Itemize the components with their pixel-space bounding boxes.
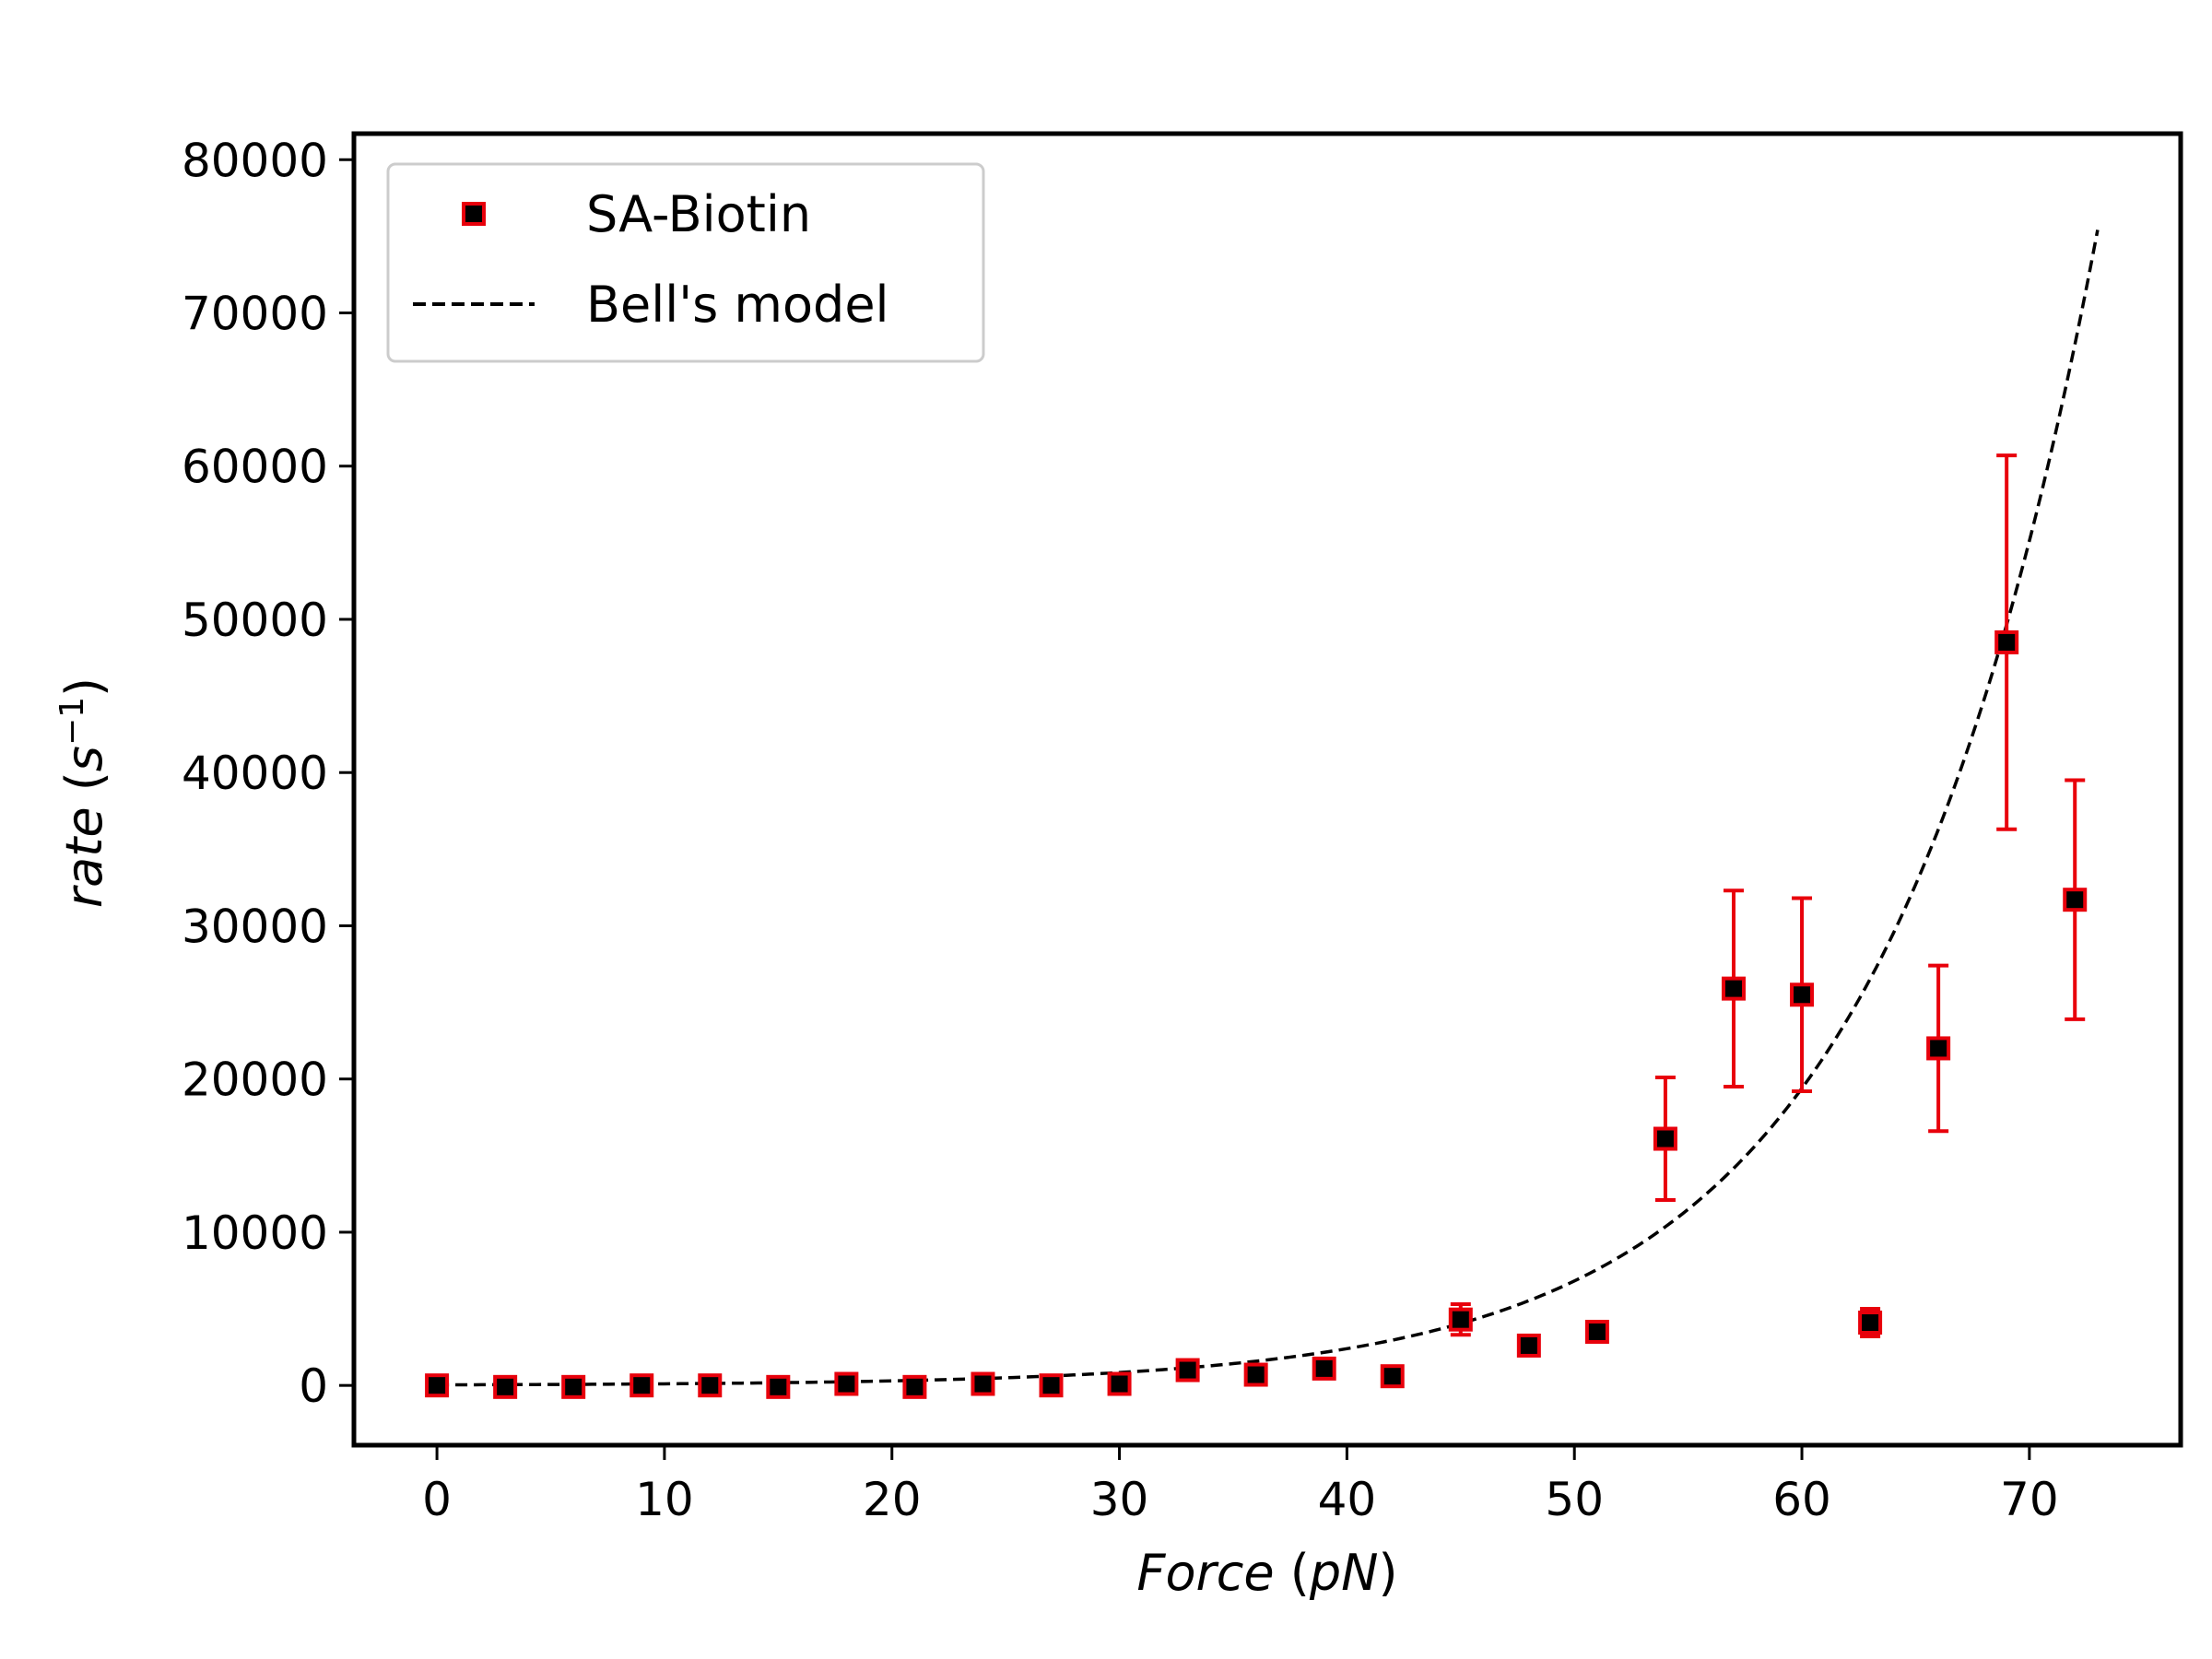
x-tick-label: 0	[422, 1473, 452, 1526]
y-tick-label: 50000	[182, 594, 328, 647]
y-tick-label: 80000	[182, 134, 328, 187]
data-marker	[493, 1374, 518, 1399]
data-point	[766, 1374, 791, 1399]
data-point	[561, 1374, 586, 1399]
data-point	[2063, 778, 2088, 1021]
y-tick-label: 60000	[182, 441, 328, 494]
data-marker	[425, 1373, 450, 1398]
y-axis-title: rate (s−1)	[53, 677, 113, 908]
y-tick-label: 10000	[182, 1206, 328, 1260]
x-tick-label: 20	[863, 1473, 922, 1526]
data-point	[425, 1373, 450, 1398]
data-marker	[902, 1374, 927, 1399]
legend-label-bells-model: Bell's model	[586, 276, 889, 334]
legend-label-sa-biotin: SA-Biotin	[586, 185, 811, 243]
data-point	[1994, 453, 2019, 831]
data-marker	[1858, 1311, 1883, 1335]
data-marker	[1448, 1307, 1473, 1332]
data-point	[1243, 1362, 1268, 1387]
data-point	[1448, 1302, 1473, 1337]
y-tick-label: 20000	[182, 1053, 328, 1107]
data-point	[1039, 1373, 1064, 1398]
data-marker	[1312, 1356, 1336, 1381]
data-point	[1721, 888, 1746, 1089]
data-marker	[1175, 1358, 1200, 1382]
y-axis: 0 10000 20000 30000 40000 50000 60000 70000 8000…	[182, 134, 354, 1413]
y-tick-label: 30000	[182, 900, 328, 953]
x-tick-label: 50	[1545, 1473, 1604, 1526]
data-marker	[766, 1374, 791, 1399]
data-point	[902, 1374, 927, 1399]
data-marker	[1516, 1333, 1541, 1358]
data-marker	[1584, 1319, 1609, 1344]
data-point	[1380, 1364, 1405, 1389]
data-marker	[1790, 982, 1815, 1007]
plot-frame	[351, 131, 2183, 1448]
y-tick-label: 0	[299, 1359, 328, 1413]
legend-frame	[386, 162, 985, 363]
data-marker	[1926, 1036, 1951, 1061]
legend-marker-sa-biotin	[462, 202, 486, 226]
data-point	[1107, 1371, 1132, 1396]
x-axis: 0 10 20 30 40 50 60 70	[422, 1445, 2059, 1526]
data-point	[834, 1371, 859, 1396]
data-marker	[1107, 1371, 1132, 1396]
x-tick-label: 30	[1090, 1473, 1149, 1526]
data-point	[629, 1373, 654, 1398]
data-point	[493, 1374, 518, 1399]
legend: SA-Biotin Bell's model	[386, 162, 985, 363]
x-axis-title: Force (pN)	[1136, 1544, 1397, 1602]
data-marker	[834, 1371, 859, 1396]
data-marker	[971, 1371, 995, 1396]
data-point	[1926, 963, 1951, 1134]
data-marker	[1721, 976, 1746, 1001]
data-point	[1653, 1076, 1677, 1203]
data-marker	[1653, 1126, 1677, 1151]
data-point	[698, 1373, 723, 1398]
data-point	[971, 1371, 995, 1396]
data-point	[1516, 1333, 1541, 1358]
x-tick-label: 60	[1772, 1473, 1831, 1526]
data-marker	[2063, 888, 2088, 912]
data-marker	[1994, 629, 2019, 654]
data-marker	[1039, 1373, 1064, 1398]
data-point	[1858, 1307, 1883, 1338]
x-tick-label: 70	[2000, 1473, 2059, 1526]
data-point	[1312, 1356, 1336, 1381]
data-marker	[1380, 1364, 1405, 1389]
y-tick-label: 70000	[182, 287, 328, 340]
data-marker	[1243, 1362, 1268, 1387]
data-point	[1790, 896, 1815, 1093]
y-tick-label: 40000	[182, 747, 328, 800]
data-layer	[425, 229, 2100, 1399]
data-marker	[629, 1373, 654, 1398]
x-tick-label: 40	[1318, 1473, 1377, 1526]
data-point	[1584, 1319, 1609, 1344]
data-point	[1175, 1358, 1200, 1382]
data-marker	[698, 1373, 723, 1398]
data-marker	[561, 1374, 586, 1399]
x-tick-label: 10	[635, 1473, 694, 1526]
